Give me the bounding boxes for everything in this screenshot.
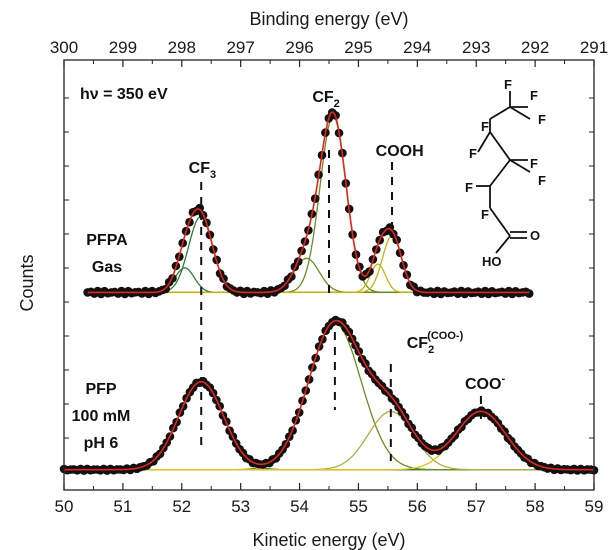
fluorine-atom-2: F bbox=[530, 88, 538, 103]
gas-peak-label-0: CF3 bbox=[189, 160, 216, 181]
bottom-tick-label: 52 bbox=[172, 497, 191, 516]
top-tick-label: 296 bbox=[285, 38, 313, 57]
top-tick-label: 292 bbox=[521, 38, 549, 57]
bottom-tick-label: 55 bbox=[349, 497, 368, 516]
fluorine-atom-5: F bbox=[469, 146, 477, 161]
bottom-tick-label: 59 bbox=[585, 497, 604, 516]
solution-panel-label-line-2: 100 mM bbox=[72, 408, 131, 425]
solution-panel-label-line-1: PFP bbox=[85, 381, 116, 398]
solution-panel-label-line-3: pH 6 bbox=[84, 435, 119, 452]
fluorine-atom-6: F bbox=[530, 156, 538, 171]
molecule-bonds bbox=[476, 91, 531, 254]
peak-labels: CF3 CF2 COOH CF2(COO-)COO- bbox=[189, 89, 506, 393]
top-tick-label: 299 bbox=[109, 38, 137, 57]
gas-peak-label-2: CF2 bbox=[312, 89, 339, 110]
y-axis-title: Counts bbox=[17, 254, 37, 311]
pfpa-molecule-structure: F F F F F F F F F O HO bbox=[465, 77, 546, 269]
gas-panel-label-line-1: PFPA bbox=[86, 232, 128, 249]
fluorine-atom-3: F bbox=[538, 112, 546, 127]
top-tick-label: 300 bbox=[50, 38, 78, 57]
gas-data-point bbox=[524, 289, 534, 298]
solution-peak-label-2: CF2(COO-) bbox=[407, 330, 464, 356]
solution-total-fit-line bbox=[64, 319, 594, 471]
fluorine-atom-4: F bbox=[481, 119, 489, 134]
gas-peak-label-4: COOH bbox=[376, 143, 424, 160]
bottom-axis-title: Kinetic energy (eV) bbox=[252, 530, 405, 550]
bottom-tick-label: 53 bbox=[231, 497, 250, 516]
top-tick-label: 294 bbox=[403, 38, 431, 57]
fluorine-atom-9: F bbox=[481, 207, 489, 222]
top-tick-label: 293 bbox=[462, 38, 490, 57]
top-tick-label: 298 bbox=[168, 38, 196, 57]
fluorine-atom-1: F bbox=[504, 77, 512, 92]
bottom-tick-label: 57 bbox=[467, 497, 486, 516]
oxygen-atom: O bbox=[530, 228, 540, 243]
gas-total-fit-line bbox=[87, 111, 530, 294]
hydroxyl-group: HO bbox=[482, 254, 502, 269]
fluorine-atom-7: F bbox=[538, 173, 546, 188]
top-tick-label: 291 bbox=[580, 38, 608, 57]
gas-data-point bbox=[195, 203, 204, 213]
fluorine-atom-8: F bbox=[465, 180, 473, 195]
axis-ticks: 50 51 52 53 54 55 56 57 58 59 300 299 298 297 296 295 29… bbox=[50, 38, 608, 516]
photon-energy-label: hν = 350 eV bbox=[80, 86, 168, 103]
gas-panel-label-line-2: Gas bbox=[92, 259, 122, 276]
bottom-tick-label: 54 bbox=[290, 497, 309, 516]
top-tick-label: 297 bbox=[226, 38, 254, 57]
solution-peak-label-3: COO- bbox=[465, 373, 505, 393]
top-axis-title: Binding energy (eV) bbox=[249, 9, 408, 29]
top-tick-label: 295 bbox=[344, 38, 372, 57]
bottom-tick-label: 50 bbox=[55, 497, 74, 516]
bottom-tick-label: 58 bbox=[526, 497, 545, 516]
bottom-tick-label: 51 bbox=[113, 497, 132, 516]
bottom-tick-label: 56 bbox=[408, 497, 427, 516]
fit-lines bbox=[64, 111, 594, 471]
